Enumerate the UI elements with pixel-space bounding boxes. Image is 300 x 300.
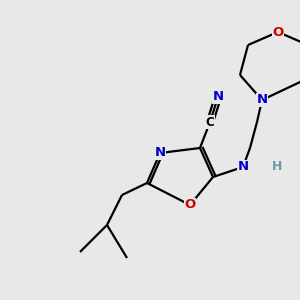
Text: N: N [154,146,166,160]
Text: N: N [237,160,249,173]
Text: O: O [272,26,284,38]
Text: N: N [256,94,268,106]
Text: O: O [184,199,196,212]
Text: H: H [272,160,282,173]
Text: C: C [206,116,214,128]
Text: N: N [212,91,224,103]
